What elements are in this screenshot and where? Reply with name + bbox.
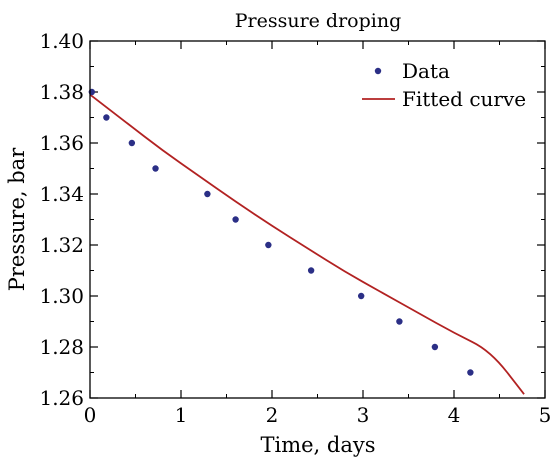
data-point (128, 139, 136, 147)
y-tick-label: 1.36 (39, 131, 84, 155)
data-point (204, 190, 211, 198)
data-point (431, 343, 439, 351)
fitted-curve-line (89, 93, 525, 395)
legend-label-data: Data (402, 59, 450, 83)
x-tick-label: 0 (84, 403, 97, 427)
data-point (307, 267, 315, 274)
legend: Data Fitted curve (362, 59, 526, 111)
chart-title: Pressure droping (235, 10, 402, 32)
data-point (265, 241, 272, 249)
data-point (103, 114, 110, 121)
x-tick-label: 2 (266, 403, 279, 427)
data-point (152, 165, 159, 172)
y-tick-label: 1.38 (39, 80, 84, 104)
legend-marker-data (374, 67, 382, 75)
data-point (357, 292, 365, 300)
legend-label-fitted-curve: Fitted curve (402, 87, 526, 111)
y-tick-label: 1.26 (39, 386, 84, 410)
x-tick-label: 3 (357, 403, 370, 427)
plot-area: 0 1 2 3 4 5 1.26 1.28 1.30 1.32 1.34 1.36 1.38 1.40 (39, 29, 551, 427)
x-tick-label: 4 (448, 403, 461, 427)
y-tick-label: 1.28 (39, 335, 84, 359)
x-tick-label: 1 (175, 403, 188, 427)
y-tick-label: 1.40 (39, 29, 84, 53)
x-tick-label: 5 (539, 403, 551, 427)
y-tick-label: 1.30 (39, 284, 84, 308)
data-point (232, 216, 239, 223)
data-point (467, 369, 474, 376)
y-tick-label: 1.34 (39, 182, 84, 206)
x-axis-label: Time, days (260, 433, 375, 457)
y-axis-label: Pressure, bar (5, 147, 29, 291)
data-point (396, 318, 403, 325)
plot-frame (89, 40, 546, 399)
y-tick-label: 1.32 (39, 233, 84, 257)
